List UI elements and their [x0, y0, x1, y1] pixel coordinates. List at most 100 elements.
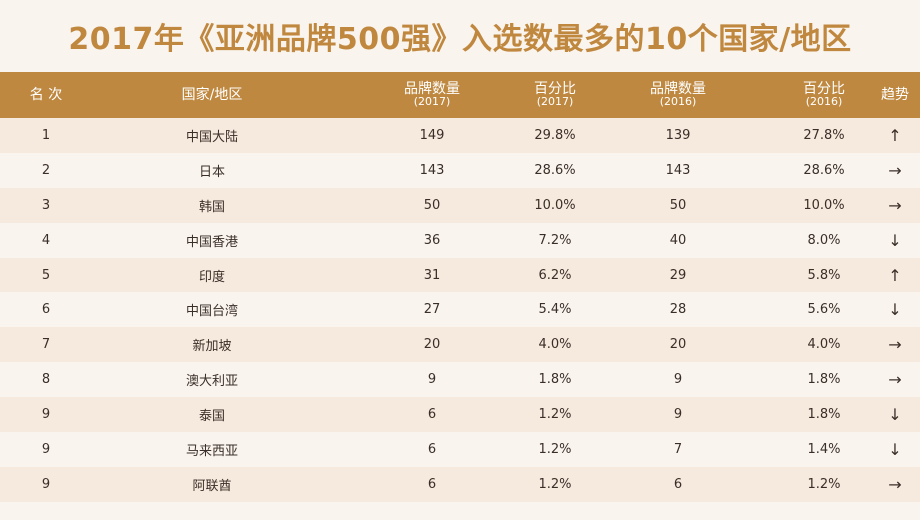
- header-count-2016: 品牌数量 (2016): [578, 72, 778, 118]
- header-row: 名 次 国家/地区 品牌数量 (2017) 百分比 (2017) 品牌数量 (2…: [0, 72, 920, 118]
- table-row: 7 新加坡 20 4.0% 20 4.0% →: [0, 327, 920, 363]
- cell-pct-2017: 1.8%: [538, 372, 572, 388]
- header-region: 国家/地区: [92, 72, 332, 118]
- cell-region: 日本: [198, 164, 225, 180]
- ranking-table: 名 次 国家/地区 品牌数量 (2017) 百分比 (2017) 品牌数量 (2…: [0, 72, 920, 502]
- cell-pct-2016: 5.6%: [807, 302, 841, 318]
- table-body: 1 中国大陆 149 29.8% 139 27.8% ↑ 2 日本 143 28…: [0, 118, 920, 502]
- header-rank: 名 次: [0, 72, 92, 118]
- cell-region: 泰国: [198, 409, 225, 425]
- cell-rank: 3: [41, 197, 51, 213]
- cell-pct-2016: 5.8%: [807, 267, 841, 283]
- cell-region: 澳大利亚: [185, 374, 238, 390]
- cell-pct-2016: 8.0%: [807, 232, 841, 248]
- page-title: 2017年《亚洲品牌500强》入选数最多的10个国家/地区: [68, 22, 852, 57]
- cell-pct-2016: 1.8%: [807, 407, 841, 423]
- cell-rank: 9: [41, 476, 51, 492]
- cell-pct-2017: 6.2%: [538, 267, 572, 283]
- cell-count-2016: 7: [673, 441, 683, 457]
- table-row: 9 泰国 6 1.2% 9 1.8% ↓: [0, 397, 920, 433]
- cell-pct-2017: 1.2%: [538, 441, 572, 457]
- cell-count-2016: 50: [669, 197, 687, 213]
- header-trend: 趋势: [870, 72, 920, 118]
- cell-count-2017: 31: [423, 267, 441, 283]
- cell-rank: 9: [41, 441, 51, 457]
- header-region-label: 国家/地区: [181, 87, 243, 103]
- header-pct-2017: 百分比 (2017): [532, 72, 578, 118]
- trend-arrow-icon: →: [888, 335, 902, 355]
- trend-arrow-icon: →: [888, 160, 902, 180]
- header-pct-2016-year: (2016): [805, 95, 843, 108]
- cell-count-2017: 9: [427, 372, 437, 388]
- cell-rank: 5: [41, 267, 51, 283]
- header-pct-2017-label: 百分比: [534, 81, 576, 97]
- cell-region: 马来西亚: [185, 443, 238, 459]
- cell-region: 中国香港: [185, 234, 238, 250]
- table-row: 6 中国台湾 27 5.4% 28 5.6% ↓: [0, 292, 920, 328]
- cell-rank: 9: [41, 407, 51, 423]
- trend-arrow-icon: →: [888, 195, 902, 215]
- cell-region: 阿联酋: [192, 478, 232, 494]
- trend-arrow-icon: ↑: [888, 125, 902, 145]
- trend-arrow-icon: ↓: [888, 230, 902, 250]
- cell-count-2016: 139: [665, 127, 691, 143]
- cell-rank: 8: [41, 372, 51, 388]
- trend-arrow-icon: →: [888, 474, 902, 494]
- header-count-2017-year: (2017): [413, 95, 451, 108]
- trend-arrow-icon: →: [888, 370, 902, 390]
- cell-count-2016: 9: [673, 407, 683, 423]
- cell-rank: 1: [41, 127, 51, 143]
- cell-pct-2016: 4.0%: [807, 337, 841, 353]
- cell-count-2016: 6: [673, 476, 683, 492]
- cell-pct-2016: 1.4%: [807, 441, 841, 457]
- cell-pct-2016: 1.2%: [807, 476, 841, 492]
- cell-pct-2016: 10.0%: [803, 197, 845, 213]
- cell-count-2017: 20: [423, 337, 441, 353]
- cell-pct-2017: 10.0%: [534, 197, 576, 213]
- cell-region: 新加坡: [192, 339, 232, 355]
- cell-pct-2016: 28.6%: [803, 162, 845, 178]
- cell-count-2016: 20: [669, 337, 687, 353]
- cell-count-2017: 143: [419, 162, 445, 178]
- header-count-2016-year: (2016): [659, 95, 697, 108]
- trend-arrow-icon: ↓: [888, 405, 902, 425]
- cell-region: 印度: [198, 269, 225, 285]
- trend-arrow-icon: ↑: [888, 265, 902, 285]
- cell-count-2017: 50: [423, 197, 441, 213]
- cell-count-2017: 6: [427, 407, 437, 423]
- cell-region: 中国大陆: [185, 129, 238, 145]
- header-trend-label: 趋势: [881, 87, 909, 103]
- cell-pct-2017: 4.0%: [538, 337, 572, 353]
- cell-rank: 4: [41, 232, 51, 248]
- table-row: 5 印度 31 6.2% 29 5.8% ↑: [0, 257, 920, 293]
- cell-pct-2017: 28.6%: [534, 162, 576, 178]
- table-row: 2 日本 143 28.6% 143 28.6% →: [0, 152, 920, 188]
- cell-region: 中国台湾: [185, 304, 238, 320]
- header-pct-2017-year: (2017): [536, 95, 574, 108]
- cell-region: 韩国: [198, 199, 225, 215]
- cell-rank: 6: [41, 302, 51, 318]
- header-count-2017: 品牌数量 (2017): [332, 72, 532, 118]
- header-count-2017-label: 品牌数量: [404, 81, 460, 97]
- cell-count-2017: 36: [423, 232, 441, 248]
- cell-pct-2017: 1.2%: [538, 407, 572, 423]
- cell-count-2016: 29: [669, 267, 687, 283]
- cell-rank: 7: [41, 337, 51, 353]
- cell-pct-2017: 7.2%: [538, 232, 572, 248]
- cell-count-2017: 6: [427, 476, 437, 492]
- header-pct-2016: 百分比 (2016): [778, 72, 870, 118]
- cell-count-2017: 27: [423, 302, 441, 318]
- cell-pct-2017: 1.2%: [538, 476, 572, 492]
- cell-pct-2017: 29.8%: [534, 127, 576, 143]
- cell-pct-2016: 27.8%: [803, 127, 845, 143]
- cell-count-2016: 40: [669, 232, 687, 248]
- header-pct-2016-label: 百分比: [803, 81, 845, 97]
- cell-count-2016: 28: [669, 302, 687, 318]
- table-row: 9 马来西亚 6 1.2% 7 1.4% ↓: [0, 432, 920, 467]
- table-row: 8 澳大利亚 9 1.8% 9 1.8% →: [0, 362, 920, 398]
- trend-arrow-icon: ↓: [888, 300, 902, 320]
- header-count-2016-label: 品牌数量: [650, 81, 706, 97]
- trend-arrow-icon: ↓: [888, 439, 902, 459]
- table-header: 名 次 国家/地区 品牌数量 (2017) 百分比 (2017) 品牌数量 (2…: [0, 72, 920, 118]
- cell-pct-2017: 5.4%: [538, 302, 572, 318]
